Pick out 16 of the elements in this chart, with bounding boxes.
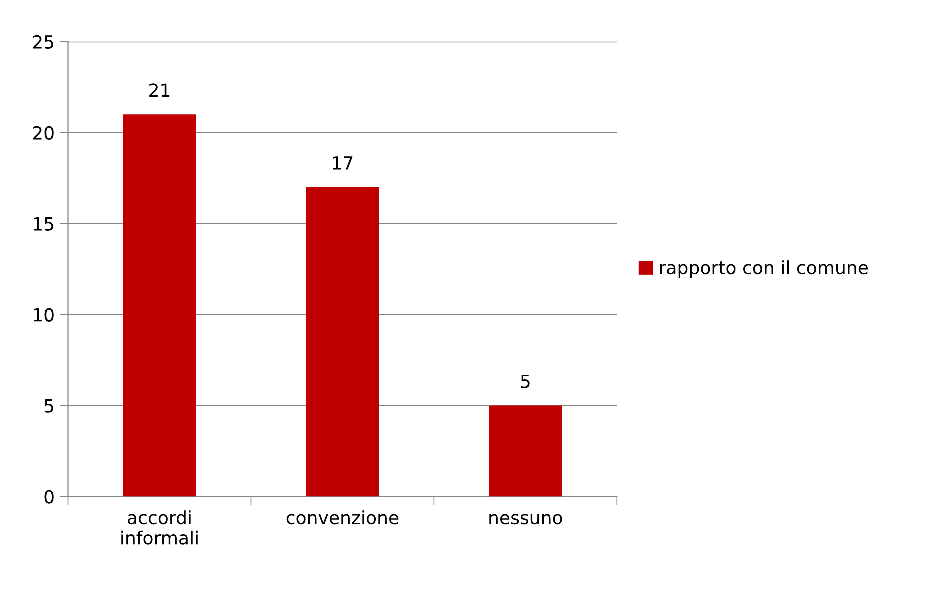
y-tick-label: 0	[44, 490, 54, 504]
y-tick-label: 15	[34, 218, 54, 231]
legend-label: rapporto con il comune	[660, 260, 868, 278]
x-tick-label: nessuno	[490, 514, 562, 525]
y-tick-label: 10	[34, 308, 54, 322]
bar	[489, 406, 562, 497]
data-label: 17	[333, 156, 353, 170]
data-label: 21	[150, 84, 170, 98]
bar	[123, 114, 196, 497]
y-tick-label: 25	[33, 35, 54, 50]
x-tick-label: convenzione	[286, 510, 399, 525]
y-tick-label: 20	[33, 126, 54, 140]
bar	[306, 187, 380, 497]
x-tick-label: accordi informali	[122, 510, 198, 545]
data-label: 5	[521, 374, 530, 388]
y-tick-label: 5	[44, 400, 54, 413]
